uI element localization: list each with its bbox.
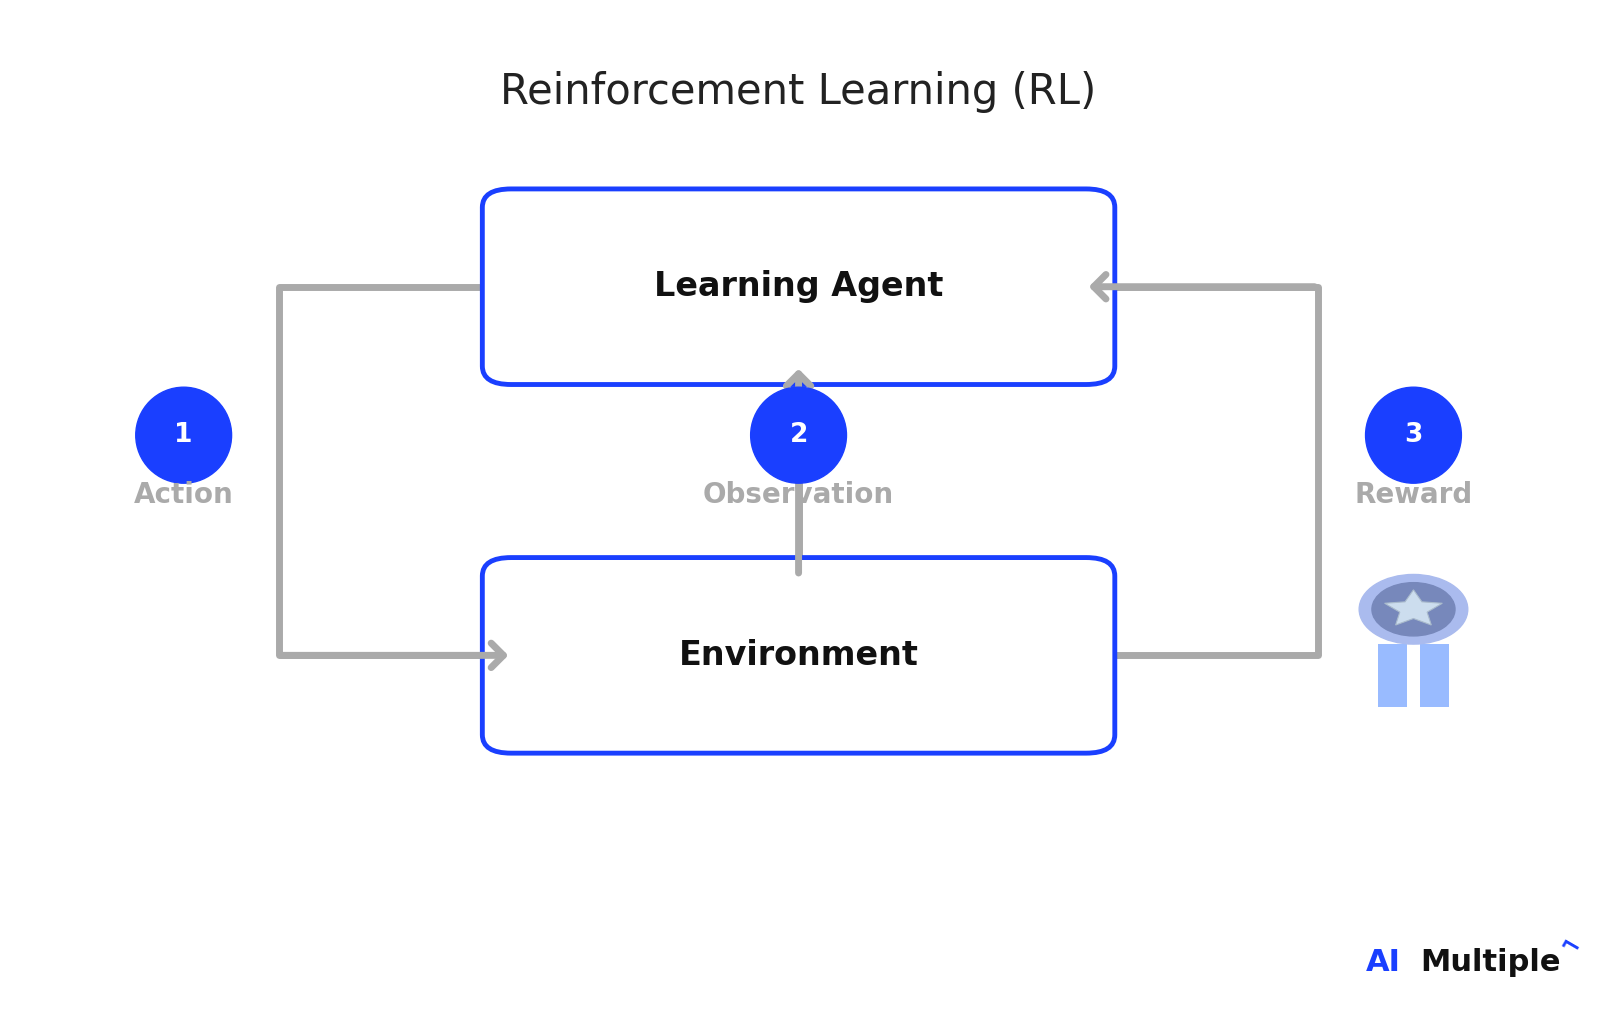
Text: AI: AI bbox=[1365, 948, 1400, 977]
Text: Reward: Reward bbox=[1354, 481, 1472, 509]
Circle shape bbox=[1358, 574, 1467, 644]
Text: 2: 2 bbox=[789, 422, 808, 449]
Text: ⌐: ⌐ bbox=[1554, 932, 1584, 963]
Polygon shape bbox=[1384, 590, 1442, 625]
Polygon shape bbox=[1419, 644, 1448, 707]
Text: Multiple: Multiple bbox=[1419, 948, 1560, 977]
Polygon shape bbox=[1378, 644, 1406, 707]
Text: Environment: Environment bbox=[678, 639, 918, 672]
Text: Action: Action bbox=[134, 481, 234, 509]
Text: Learning Agent: Learning Agent bbox=[654, 270, 944, 303]
Ellipse shape bbox=[750, 387, 846, 483]
Ellipse shape bbox=[1365, 387, 1461, 483]
Text: Reinforcement Learning (RL): Reinforcement Learning (RL) bbox=[501, 71, 1096, 114]
Text: 1: 1 bbox=[174, 422, 194, 449]
FancyBboxPatch shape bbox=[482, 189, 1115, 385]
Text: 3: 3 bbox=[1405, 422, 1422, 449]
Circle shape bbox=[1371, 583, 1454, 636]
Ellipse shape bbox=[136, 387, 232, 483]
FancyBboxPatch shape bbox=[482, 557, 1115, 754]
Text: Observation: Observation bbox=[702, 481, 894, 509]
